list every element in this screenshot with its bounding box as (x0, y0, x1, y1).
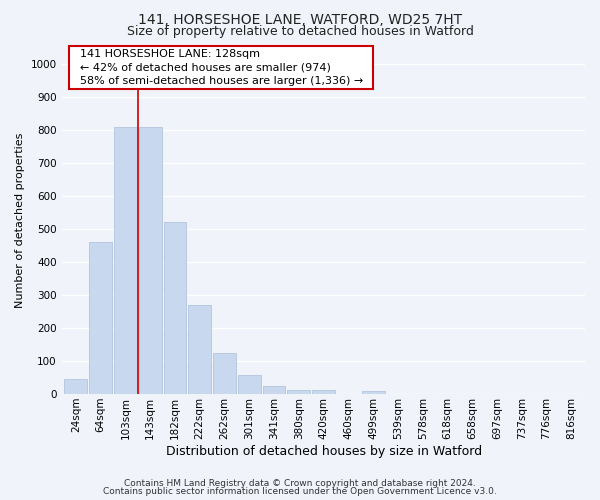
Text: Size of property relative to detached houses in Watford: Size of property relative to detached ho… (127, 25, 473, 38)
Bar (287, 390, 310, 394)
Text: Contains HM Land Registry data © Crown copyright and database right 2024.: Contains HM Land Registry data © Crown c… (124, 478, 476, 488)
Text: Contains public sector information licensed under the Open Government Licence v3: Contains public sector information licen… (103, 487, 497, 496)
Bar (64, 378, 87, 394)
X-axis label: Distribution of detached houses by size in Watford: Distribution of detached houses by size … (166, 444, 482, 458)
Bar (89, 242, 112, 394)
Bar (362, 392, 385, 394)
Bar (114, 126, 137, 394)
Bar (263, 386, 286, 394)
Bar (188, 305, 211, 394)
Text: 141 HORSESHOE LANE: 128sqm  
  ← 42% of detached houses are smaller (974)  
  58: 141 HORSESHOE LANE: 128sqm ← 42% of deta… (73, 49, 370, 86)
Bar (213, 354, 236, 394)
Y-axis label: Number of detached properties: Number of detached properties (15, 133, 25, 308)
Bar (238, 375, 260, 394)
Bar (139, 126, 161, 394)
Bar (164, 222, 187, 394)
Text: 141, HORSESHOE LANE, WATFORD, WD25 7HT: 141, HORSESHOE LANE, WATFORD, WD25 7HT (138, 12, 462, 26)
Bar (312, 390, 335, 394)
